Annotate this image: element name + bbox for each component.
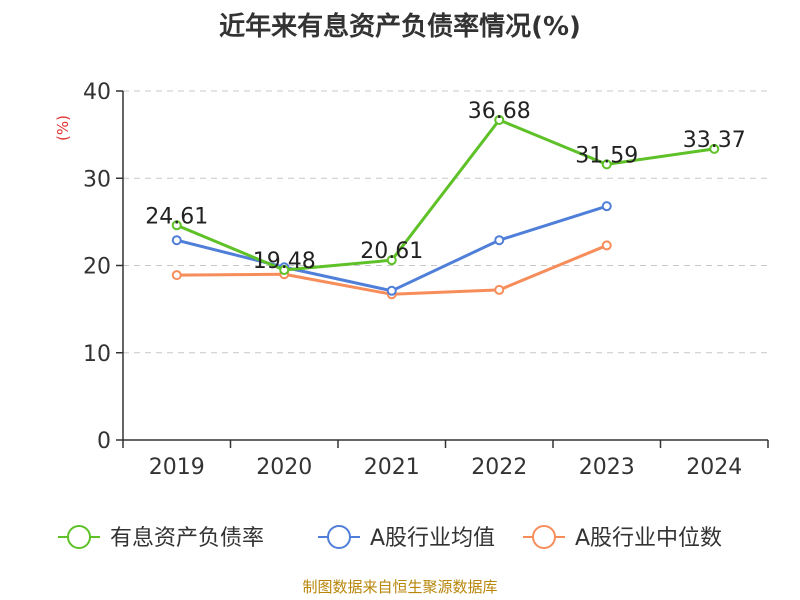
data-labels: 24.61 19.48 20.61 36.68 31.59 33.37 <box>145 99 745 274</box>
legend-marker <box>327 525 351 549</box>
x-tick-label: 2022 <box>471 455 527 480</box>
data-label: 19.48 <box>253 249 316 274</box>
data-label: 20.61 <box>360 239 423 264</box>
data-point <box>494 235 505 246</box>
data-point <box>494 114 505 125</box>
y-tick-label: 30 <box>83 167 111 192</box>
x-tick-label: 2024 <box>686 455 742 480</box>
data-point <box>386 285 397 296</box>
data-label: 24.61 <box>145 204 208 229</box>
x-tick-label: 2021 <box>364 455 420 480</box>
data-point <box>171 235 182 246</box>
legend-label: A股行业中位数 <box>575 526 722 551</box>
y-tick-label: 10 <box>83 342 111 367</box>
grid-lines <box>123 90 768 354</box>
data-point <box>601 240 612 251</box>
legend-marker <box>532 525 556 549</box>
data-point <box>494 284 505 295</box>
legend[interactable]: 有息资产负债率 A股行业均值 A股行业中位数 <box>58 525 722 551</box>
data-label: 33.37 <box>683 128 746 153</box>
y-tick-label: 0 <box>97 429 111 454</box>
y-tick-label: 20 <box>83 255 111 280</box>
data-point <box>279 265 290 276</box>
series-lines <box>171 114 720 300</box>
y-unit-label: (%) <box>54 115 72 141</box>
x-tick-label: 2019 <box>149 455 205 480</box>
axes: 0 10 20 30 40 2019 2020 2021 2022 2023 2024 (%) <box>54 80 769 480</box>
data-point <box>709 143 720 154</box>
data-point <box>171 220 182 231</box>
data-point <box>601 159 612 170</box>
y-tick-label: 40 <box>83 80 111 105</box>
legend-item[interactable]: A股行业均值 <box>318 525 495 551</box>
x-tick-label: 2020 <box>256 455 312 480</box>
legend-label: 有息资产负债率 <box>110 526 264 551</box>
legend-marker <box>67 525 91 549</box>
data-point <box>601 201 612 212</box>
data-label: 36.68 <box>468 99 531 124</box>
legend-label: A股行业均值 <box>370 526 495 551</box>
source-note: 制图数据来自恒生聚源数据库 <box>302 578 498 596</box>
data-point <box>171 270 182 281</box>
x-tick-label: 2023 <box>579 455 635 480</box>
legend-item[interactable]: A股行业中位数 <box>523 525 722 551</box>
legend-item[interactable]: 有息资产负债率 <box>58 525 264 551</box>
series-line <box>176 118 715 272</box>
data-point <box>386 255 397 266</box>
chart-title: 近年来有息资产负债率情况(%) <box>219 12 581 42</box>
data-label: 31.59 <box>575 143 638 168</box>
